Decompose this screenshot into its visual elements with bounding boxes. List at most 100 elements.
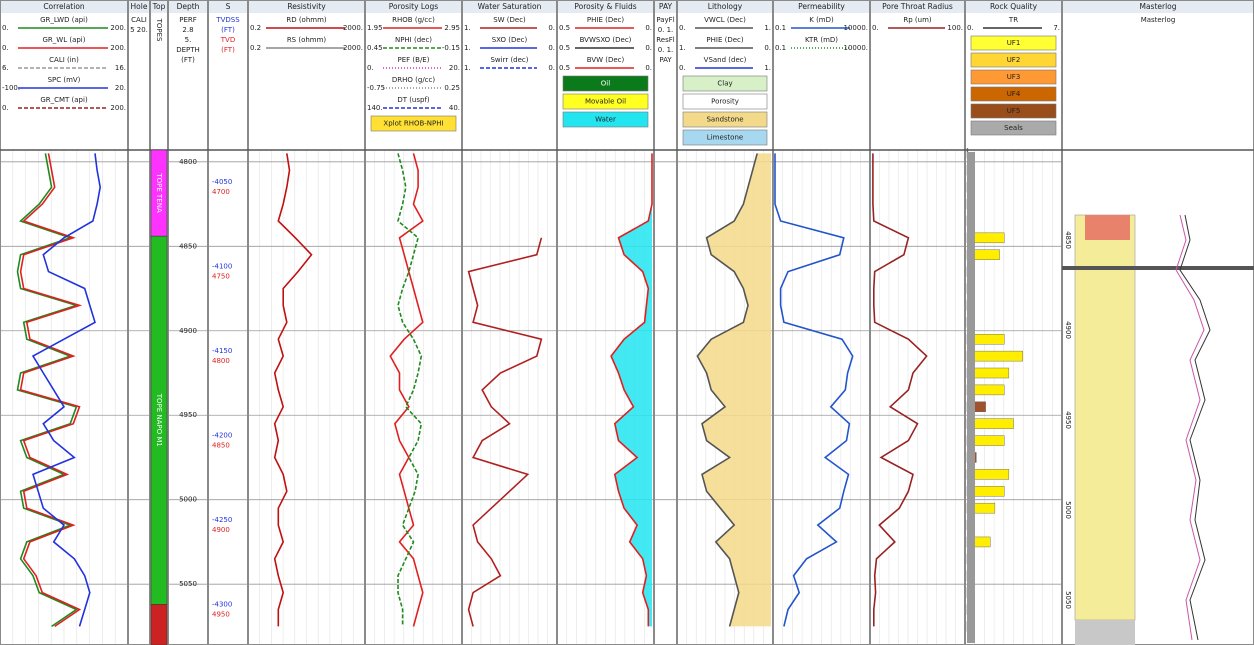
- tvdss-label: -4300: [212, 601, 232, 609]
- scale-right: 7.: [1053, 24, 1060, 32]
- curve-label: RS (ohmm): [287, 36, 327, 44]
- tvd-label: 4700: [212, 188, 230, 196]
- scale-right: 200.: [110, 104, 126, 112]
- formation-top: [150, 604, 168, 645]
- scale-left: 1.: [679, 44, 686, 52]
- header-text: 0. 1.: [658, 46, 674, 54]
- masterlog-depth: 4850: [1064, 231, 1072, 249]
- masterlog-depth: 4900: [1064, 321, 1072, 339]
- scale-right: 2000.: [343, 24, 363, 32]
- scale-right: 1.: [764, 24, 771, 32]
- scale-right: 1.: [764, 64, 771, 72]
- track-title: Permeability: [798, 2, 845, 11]
- scale-left: 140.: [367, 104, 383, 112]
- curve-label: NPHI (dec): [395, 36, 432, 44]
- header-text: (FT): [221, 46, 235, 54]
- track-title: Hole: [131, 2, 148, 11]
- curve-label: TR: [1008, 16, 1018, 24]
- scale-right: 200.: [110, 44, 126, 52]
- legend-box: [370, 115, 457, 132]
- header-text: TVDSS: [215, 16, 240, 24]
- scale-right: 100.: [947, 24, 963, 32]
- track-title: S: [226, 2, 231, 11]
- tvd-label: 4750: [212, 273, 230, 281]
- curve-label: CALI (in): [49, 56, 79, 64]
- masterlog-depth: 4950: [1064, 411, 1072, 429]
- legend-box: [682, 111, 768, 128]
- log-curve: [389, 153, 424, 627]
- tvdss-label: -4200: [212, 432, 232, 440]
- legend-box-label: Clay: [717, 80, 732, 88]
- tvdss-label: -4250: [212, 516, 232, 524]
- depth-label: 4850: [179, 242, 197, 250]
- scale-left: 1.: [464, 44, 471, 52]
- track-title: Masterlog: [1139, 2, 1176, 11]
- masterlog-column: [1074, 214, 1136, 621]
- header-text: CALI: [131, 16, 147, 24]
- header-text: 5.: [185, 36, 192, 44]
- curve-label: SXO (Dec): [492, 36, 528, 44]
- curve-label: VWCL (Dec): [704, 16, 746, 24]
- tvd-label: 4850: [212, 442, 230, 450]
- legend-box: [682, 93, 768, 110]
- legend-box: [970, 35, 1057, 51]
- curve-label: RD (ohmm): [286, 16, 327, 24]
- legend-box-label: Xplot RHOB-NPHI: [383, 120, 443, 128]
- scale-right: 0.: [645, 44, 652, 52]
- scale-left: 0.2: [250, 44, 261, 52]
- scale-right: 0.: [764, 44, 771, 52]
- curve-label: PEF (B/E): [398, 56, 430, 64]
- log-curve: [696, 153, 758, 627]
- track-title: Correlation: [43, 2, 85, 11]
- legend-box-label: Water: [595, 116, 616, 124]
- legend-box: [970, 86, 1057, 102]
- scale-right: 10000.: [844, 44, 869, 52]
- scale-left: 1.95: [367, 24, 383, 32]
- curve-label: GR_LWD (api): [40, 16, 88, 24]
- scale-left: 0.5: [559, 44, 570, 52]
- log-curve: [273, 153, 313, 627]
- scale-left: 0.1: [775, 24, 786, 32]
- curve-label: SW (Dec): [493, 16, 526, 24]
- header-text: PERF: [179, 16, 197, 24]
- log-curve: [610, 153, 653, 627]
- legend-box: [682, 75, 768, 92]
- header-text: 5 20.: [130, 26, 148, 34]
- formation-name: TOPE NAPO M1: [155, 393, 163, 447]
- scale-right: 0.: [548, 24, 555, 32]
- header-text: TOPES: [155, 18, 163, 42]
- depth-label: 5050: [179, 580, 197, 588]
- scale-left: 1.: [464, 64, 471, 72]
- track-title: PAY: [659, 2, 673, 11]
- track-title: Depth: [177, 2, 200, 11]
- masterlog-depth: 5000: [1064, 501, 1072, 519]
- curve-label: PHIE (Dec): [587, 16, 624, 24]
- scale-left: 0.: [679, 64, 686, 72]
- scale-left: 1.: [464, 24, 471, 32]
- scale-right: 0.25: [444, 84, 460, 92]
- header-text: ResFl: [656, 36, 675, 44]
- scale-left: 0.5: [559, 24, 570, 32]
- header-text: TVD: [220, 36, 235, 44]
- curve-fill: [611, 153, 652, 627]
- legend-box-label: Oil: [601, 80, 610, 88]
- depth-label: 4900: [179, 327, 197, 335]
- header-text: PayFl: [656, 16, 674, 24]
- log-curve: [872, 153, 928, 627]
- masterlog-depth: 5050: [1064, 591, 1072, 609]
- header-text: Masterlog: [1141, 16, 1176, 24]
- scale-right: 10000.: [844, 24, 869, 32]
- tvdss-label: -4150: [212, 347, 232, 355]
- curve-label: PHIE (Dec): [706, 36, 743, 44]
- legend-box-label: Sandstone: [706, 116, 743, 124]
- curve-label: Swirr (dec): [490, 56, 528, 64]
- tvd-label: 4900: [212, 526, 230, 534]
- scale-left: 0.: [2, 104, 9, 112]
- masterlog-curve: [1179, 214, 1211, 641]
- masterlog-top: [1085, 215, 1130, 240]
- log-curve: [467, 237, 543, 627]
- curve-label: K (mD): [809, 16, 834, 24]
- masterlog-curve: [1175, 214, 1205, 641]
- legend-box: [970, 103, 1057, 119]
